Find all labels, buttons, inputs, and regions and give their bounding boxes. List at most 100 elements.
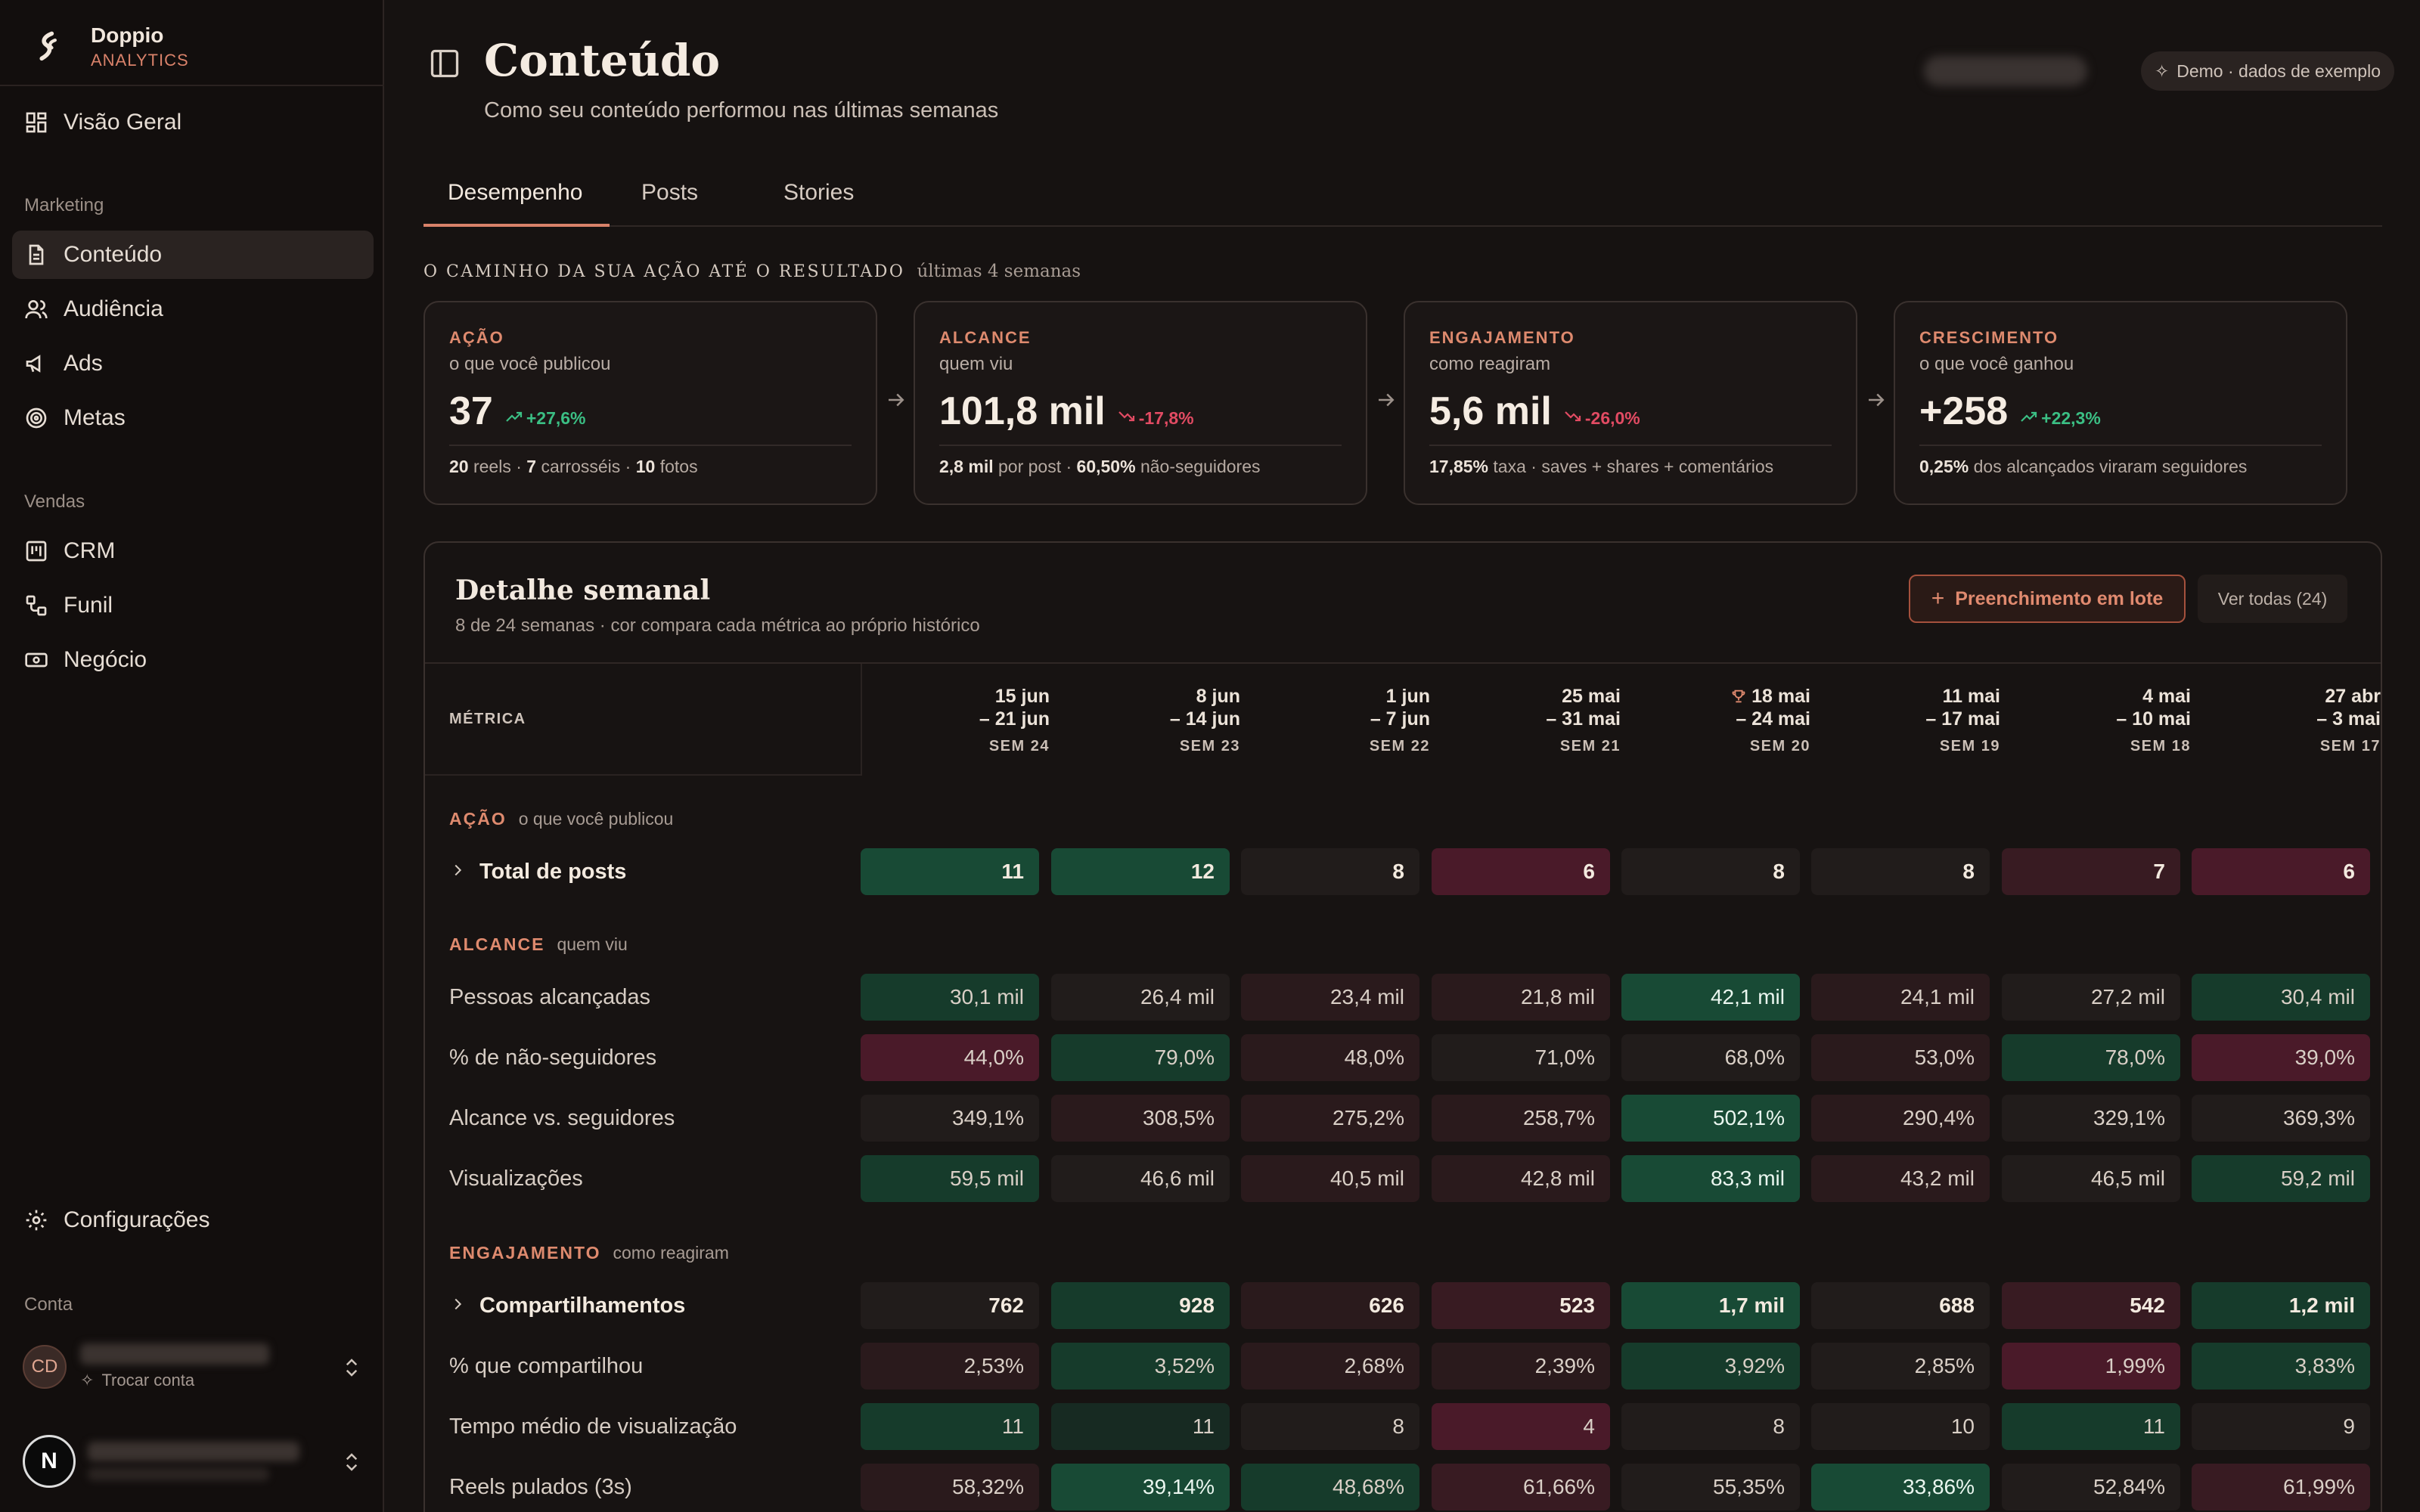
metric-cell[interactable]: 8 <box>1241 848 1419 895</box>
metric-label[interactable]: Total de posts <box>449 848 626 895</box>
metric-cell[interactable]: 42,1 mil <box>1621 974 1800 1021</box>
metric-cell[interactable]: 9 <box>2192 1403 2370 1450</box>
metric-cell[interactable]: 53,0% <box>1811 1034 1990 1081</box>
metric-cell[interactable]: 42,8 mil <box>1432 1155 1610 1202</box>
metric-cell[interactable]: 3,92% <box>1621 1343 1800 1390</box>
view-all-button[interactable]: Ver todas (24) <box>2198 575 2347 623</box>
metric-cell[interactable]: 79,0% <box>1051 1034 1230 1081</box>
kpi-card[interactable]: ALCANCE quem viu 101,8 mil -17,8% 2,8 mil po… <box>914 301 1367 505</box>
tab-stories[interactable]: Stories <box>783 180 855 205</box>
metric-cell[interactable]: 40,5 mil <box>1241 1155 1419 1202</box>
metric-cell[interactable]: 1,99% <box>2002 1343 2180 1390</box>
tab-performance[interactable]: Desempenho <box>424 166 610 227</box>
metric-cell[interactable]: 2,39% <box>1432 1343 1610 1390</box>
metric-cell[interactable]: 11 <box>1051 1403 1230 1450</box>
metric-cell[interactable]: 68,0% <box>1621 1034 1800 1081</box>
metric-cell[interactable]: 3,83% <box>2192 1343 2370 1390</box>
metric-cell[interactable]: 928 <box>1051 1282 1230 1329</box>
metric-cell[interactable]: 46,6 mil <box>1051 1155 1230 1202</box>
metric-cell[interactable]: 349,1% <box>861 1095 1039 1142</box>
nav-item-goals[interactable]: Metas <box>12 394 374 442</box>
nav-item-overview[interactable]: Visão Geral <box>12 98 374 147</box>
nav-item-settings[interactable]: Configurações <box>12 1196 374 1244</box>
nav-item-audience[interactable]: Audiência <box>12 285 374 333</box>
tab-posts[interactable]: Posts <box>641 180 699 205</box>
metric-cell[interactable]: 48,0% <box>1241 1034 1419 1081</box>
metric-cell[interactable]: 48,68% <box>1241 1464 1419 1510</box>
metric-cell[interactable]: 78,0% <box>2002 1034 2180 1081</box>
metric-cell[interactable]: 58,32% <box>861 1464 1039 1510</box>
metric-cell[interactable]: 71,0% <box>1432 1034 1610 1081</box>
metric-cell[interactable]: 6 <box>1432 848 1610 895</box>
metric-cell[interactable]: 23,4 mil <box>1241 974 1419 1021</box>
metric-cell[interactable]: 369,3% <box>2192 1095 2370 1142</box>
metric-cell[interactable]: 7 <box>2002 848 2180 895</box>
metric-cell[interactable]: 59,5 mil <box>861 1155 1039 1202</box>
metric-cell[interactable]: 4 <box>1432 1403 1610 1450</box>
metric-cell[interactable]: 762 <box>861 1282 1039 1329</box>
metric-cell[interactable]: 21,8 mil <box>1432 974 1610 1021</box>
chevron-right-icon[interactable] <box>449 860 466 885</box>
chevron-right-icon[interactable] <box>449 1294 466 1318</box>
metric-cell[interactable]: 3,52% <box>1051 1343 1230 1390</box>
detail-subtitle: 8 de 24 semanas · cor compara cada métri… <box>455 615 980 636</box>
brand[interactable]: Doppio ANALYTICS <box>24 17 189 77</box>
metric-cell[interactable]: 46,5 mil <box>2002 1155 2180 1202</box>
kpi-card[interactable]: CRESCIMENTO o que você ganhou +258 +22,3% 0,… <box>1894 301 2347 505</box>
panel-toggle-icon[interactable] <box>428 47 461 80</box>
metric-cell[interactable]: 8 <box>1621 848 1800 895</box>
metric-cell[interactable]: 275,2% <box>1241 1095 1419 1142</box>
metric-cell[interactable]: 11 <box>861 1403 1039 1450</box>
metric-cell[interactable]: 27,2 mil <box>2002 974 2180 1021</box>
metric-cell[interactable]: 2,68% <box>1241 1343 1419 1390</box>
metric-cell[interactable]: 8 <box>1621 1403 1800 1450</box>
nav-item-funnel[interactable]: Funil <box>12 581 374 630</box>
metric-cell[interactable]: 523 <box>1432 1282 1610 1329</box>
metric-cell[interactable]: 33,86% <box>1811 1464 1990 1510</box>
metric-cell[interactable]: 1,2 mil <box>2192 1282 2370 1329</box>
nav-item-deal[interactable]: Negócio <box>12 636 374 684</box>
metric-cell[interactable]: 30,4 mil <box>2192 974 2370 1021</box>
metric-cell[interactable]: 2,85% <box>1811 1343 1990 1390</box>
nav-item-crm[interactable]: CRM <box>12 527 374 575</box>
kpi-value-row: 101,8 mil -17,8% <box>939 389 1342 446</box>
metric-cell[interactable]: 626 <box>1241 1282 1419 1329</box>
metric-cell[interactable]: 59,2 mil <box>2192 1155 2370 1202</box>
nav-item-ads[interactable]: Ads <box>12 339 374 388</box>
metric-cell[interactable]: 39,0% <box>2192 1034 2370 1081</box>
metric-cell[interactable]: 61,99% <box>2192 1464 2370 1510</box>
metric-cell[interactable]: 61,66% <box>1432 1464 1610 1510</box>
account-switcher[interactable]: CD ✧ Trocar conta <box>23 1337 363 1397</box>
metric-cell[interactable]: 688 <box>1811 1282 1990 1329</box>
metric-cell[interactable]: 43,2 mil <box>1811 1155 1990 1202</box>
batch-fill-button[interactable]: + Preenchimento em lote <box>1909 575 2186 623</box>
metric-cell[interactable]: 24,1 mil <box>1811 974 1990 1021</box>
metric-cell[interactable]: 1,7 mil <box>1621 1282 1800 1329</box>
metric-cell[interactable]: 258,7% <box>1432 1095 1610 1142</box>
metric-cell[interactable]: 8 <box>1811 848 1990 895</box>
metric-cell[interactable]: 542 <box>2002 1282 2180 1329</box>
metric-label[interactable]: Compartilhamentos <box>449 1282 685 1329</box>
kpi-card[interactable]: AÇÃO o que você publicou 37 +27,6% 20 reels … <box>424 301 877 505</box>
nav-item-content[interactable]: Conteúdo <box>12 231 374 279</box>
metric-cell[interactable]: 26,4 mil <box>1051 974 1230 1021</box>
metric-cell[interactable]: 83,3 mil <box>1621 1155 1800 1202</box>
user-menu[interactable]: N <box>23 1431 363 1492</box>
metric-cell[interactable]: 11 <box>861 848 1039 895</box>
metric-cell[interactable]: 2,53% <box>861 1343 1039 1390</box>
metric-cell[interactable]: 55,35% <box>1621 1464 1800 1510</box>
metric-cell[interactable]: 44,0% <box>861 1034 1039 1081</box>
metric-cell[interactable]: 11 <box>2002 1403 2180 1450</box>
metric-cell[interactable]: 502,1% <box>1621 1095 1800 1142</box>
metric-cell[interactable]: 8 <box>1241 1403 1419 1450</box>
kpi-card[interactable]: ENGAJAMENTO como reagiram 5,6 mil -26,0% 17,… <box>1404 301 1857 505</box>
metric-cell[interactable]: 10 <box>1811 1403 1990 1450</box>
metric-cell[interactable]: 52,84% <box>2002 1464 2180 1510</box>
metric-cell[interactable]: 39,14% <box>1051 1464 1230 1510</box>
metric-cell[interactable]: 12 <box>1051 848 1230 895</box>
metric-cell[interactable]: 30,1 mil <box>861 974 1039 1021</box>
metric-cell[interactable]: 308,5% <box>1051 1095 1230 1142</box>
metric-cell[interactable]: 6 <box>2192 848 2370 895</box>
metric-cell[interactable]: 329,1% <box>2002 1095 2180 1142</box>
metric-cell[interactable]: 290,4% <box>1811 1095 1990 1142</box>
